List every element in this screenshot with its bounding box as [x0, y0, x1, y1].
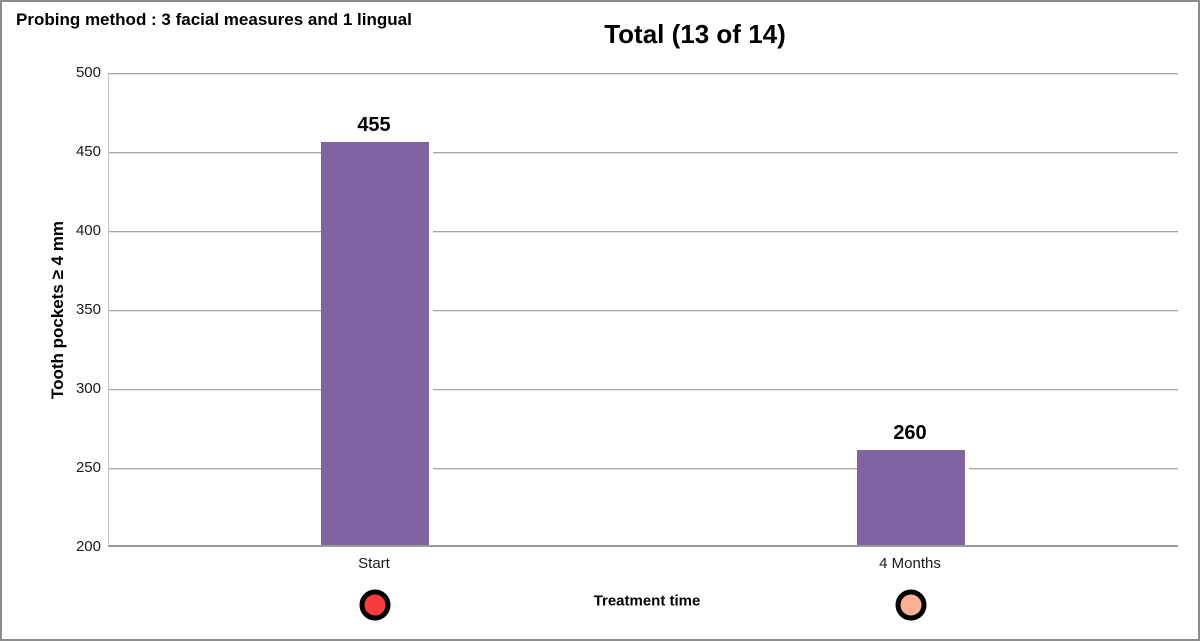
4-months-circle-marker	[895, 589, 927, 621]
gridline	[109, 310, 1178, 311]
y-tick-label: 300	[75, 380, 101, 397]
start-circle-marker	[359, 589, 391, 621]
probing-method-note: Probing method : 3 facial measures and 1…	[16, 10, 412, 29]
gridline	[109, 73, 1178, 74]
plot-area	[108, 73, 1178, 547]
y-tick-label: 250	[75, 459, 101, 476]
bar-value-label: 455	[357, 114, 391, 137]
x-category-label: Start	[358, 555, 390, 572]
bar-4-months	[857, 450, 965, 545]
gridline	[109, 389, 1178, 390]
y-tick-label: 450	[75, 143, 101, 160]
y-tick-label: 500	[75, 64, 101, 81]
gridline	[109, 231, 1178, 232]
bar-start	[321, 142, 429, 545]
bar-value-label: 260	[893, 422, 927, 445]
chart-title: Total (13 of 14)	[604, 19, 786, 49]
y-tick-label: 400	[75, 222, 101, 239]
x-category-label: 4 Months	[879, 555, 941, 572]
gridline	[109, 468, 1178, 469]
x-axis-title: Treatment time	[593, 592, 701, 610]
y-tick-label: 200	[75, 538, 101, 555]
gridline	[109, 152, 1178, 153]
y-tick-label: 350	[75, 301, 101, 318]
